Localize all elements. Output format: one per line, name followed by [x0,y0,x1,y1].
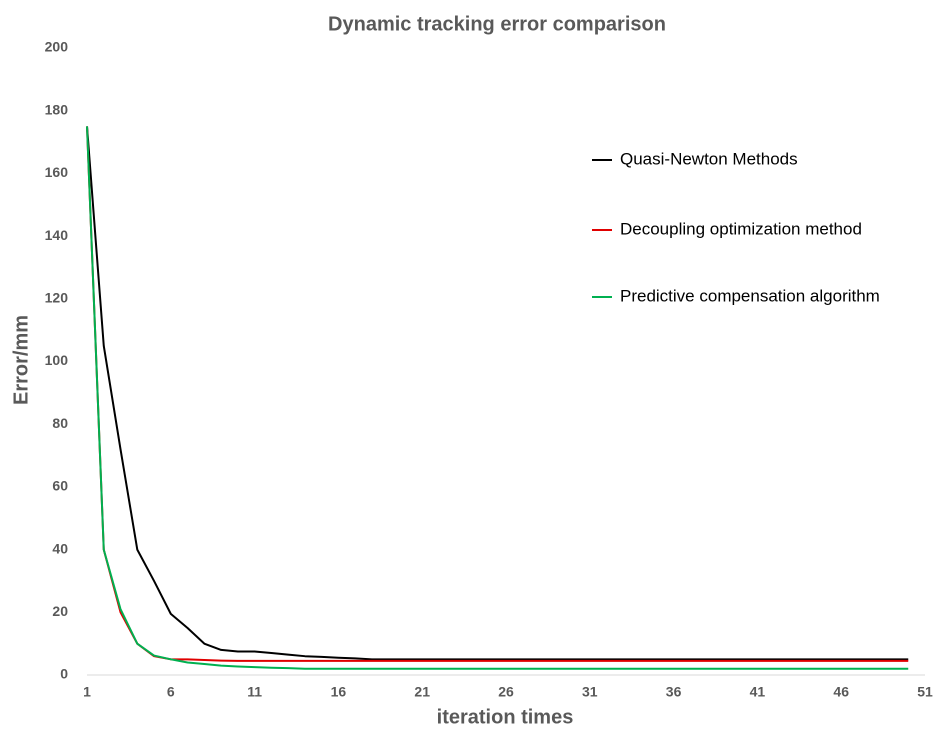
y-tick-label: 80 [52,415,68,431]
x-tick-label: 11 [247,684,262,700]
x-tick-label: 26 [498,684,514,700]
line-series [86,126,909,661]
x-tick-label: 51 [917,684,933,700]
y-tick-label: 140 [45,227,69,243]
y-tick-label: 100 [45,352,69,368]
x-tick-label: 31 [582,684,598,700]
y-tick-label: 180 [45,101,69,117]
x-axis-title: iteration times [437,706,574,728]
line-series [86,126,909,662]
legend-label: Predictive compensation algorithm [620,286,880,305]
x-tick-label: 1 [83,684,91,700]
y-tick-label: 40 [52,540,68,556]
y-tick-label: 200 [45,39,69,55]
x-tick-label: 36 [666,684,682,700]
x-tick-label: 6 [167,684,175,700]
x-tick-label: 16 [331,684,347,700]
chart-title: Dynamic tracking error comparison [328,13,666,35]
y-tick-label: 60 [52,478,68,494]
y-axis-title: Error/mm [10,315,32,405]
legend-label: Quasi-Newton Methods [620,149,798,168]
y-tick-label: 160 [45,164,69,180]
y-tick-label: 20 [52,603,68,619]
y-tick-label: 120 [45,290,69,306]
line-series [86,126,909,670]
y-tick-label: 0 [60,666,68,682]
x-tick-label: 41 [750,684,766,700]
legend-label: Decoupling optimization method [620,219,862,238]
x-tick-label: 46 [833,684,849,700]
x-tick-label: 21 [414,684,430,700]
